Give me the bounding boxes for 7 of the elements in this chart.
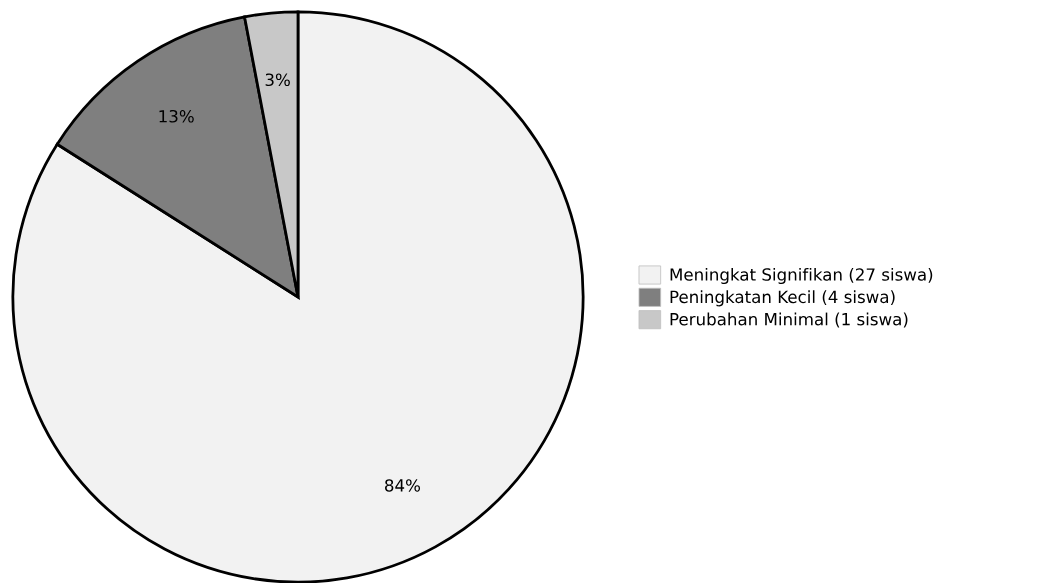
legend-label: Peningkatan Kecil (4 siswa)	[670, 290, 895, 307]
legend-label: Perubahan Minimal (1 siswa)	[670, 312, 908, 328]
data-label: 3%	[265, 73, 290, 87]
slice-label: Meningkat Signifikan (27 siswa)	[670, 267, 933, 285]
data-label: 84%	[385, 479, 420, 492]
data-label: 13%	[159, 109, 194, 123]
pie-slice	[11, 10, 585, 583]
